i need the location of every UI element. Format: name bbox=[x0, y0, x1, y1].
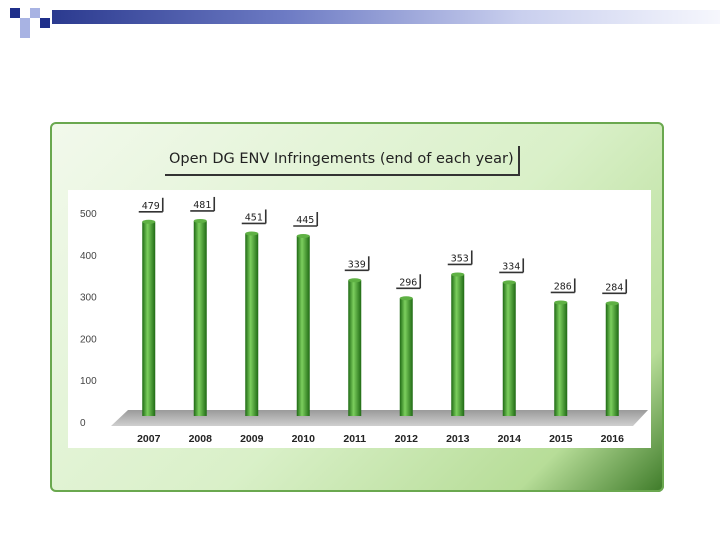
header-gradient-bar bbox=[52, 10, 720, 24]
bar bbox=[502, 282, 516, 416]
bar bbox=[554, 302, 568, 416]
y-tick-label: 300 bbox=[80, 293, 97, 304]
data-label: 286 bbox=[554, 281, 572, 292]
bar-top bbox=[193, 218, 207, 223]
x-tick-label: 2010 bbox=[292, 433, 316, 445]
decorative-square bbox=[20, 18, 30, 28]
bar-chart: 0 100 200 300 400 500 2007 479 2008 481 2009 451 20… bbox=[80, 196, 648, 445]
x-tick-label: 2007 bbox=[137, 433, 161, 445]
x-tick-label: 2013 bbox=[446, 433, 470, 445]
x-tick-label: 2011 bbox=[343, 433, 366, 445]
bar bbox=[348, 280, 362, 416]
x-tick-label: 2016 bbox=[601, 433, 625, 445]
bar-top bbox=[296, 233, 310, 238]
x-tick-label: 2008 bbox=[189, 433, 213, 445]
data-label: 334 bbox=[502, 261, 520, 272]
plot-panel: 0 100 200 300 400 500 2007 479 2008 481 2009 451 20… bbox=[68, 190, 651, 448]
bar bbox=[399, 298, 413, 416]
decorative-square bbox=[20, 28, 30, 38]
bar-top bbox=[605, 301, 619, 306]
bar-top bbox=[142, 219, 156, 224]
x-tick-label: 2012 bbox=[395, 433, 419, 445]
bar-top bbox=[348, 278, 362, 283]
decorative-square bbox=[40, 18, 50, 28]
bar bbox=[142, 221, 156, 416]
data-label: 445 bbox=[296, 215, 314, 226]
x-tick-label: 2015 bbox=[549, 433, 573, 445]
chart-title: Open DG ENV Infringements (end of each y… bbox=[165, 146, 520, 176]
y-tick-label: 200 bbox=[80, 334, 97, 345]
data-label: 451 bbox=[245, 212, 263, 223]
decorative-square bbox=[10, 8, 20, 18]
y-tick-label: 500 bbox=[80, 209, 97, 220]
bar-top bbox=[451, 272, 465, 277]
bar-top bbox=[502, 280, 516, 285]
bar bbox=[296, 235, 310, 416]
y-tick-label: 400 bbox=[80, 251, 97, 262]
bar bbox=[245, 233, 259, 416]
bar-top bbox=[554, 300, 568, 305]
y-tick-label: 100 bbox=[80, 376, 97, 387]
bar bbox=[193, 220, 207, 416]
bar bbox=[605, 303, 619, 416]
bar bbox=[451, 274, 465, 416]
data-label: 296 bbox=[399, 277, 417, 288]
x-tick-label: 2009 bbox=[240, 433, 264, 445]
bar-top bbox=[245, 231, 259, 236]
x-tick-label: 2014 bbox=[498, 433, 522, 445]
data-label: 479 bbox=[142, 201, 160, 212]
data-label: 481 bbox=[193, 200, 211, 211]
y-tick-label: 0 bbox=[80, 418, 86, 429]
data-label: 339 bbox=[348, 259, 366, 270]
decorative-square bbox=[30, 8, 40, 18]
data-label: 353 bbox=[451, 253, 469, 264]
chart-floor bbox=[111, 410, 648, 426]
bar-top bbox=[399, 296, 413, 301]
data-label: 284 bbox=[605, 282, 623, 293]
